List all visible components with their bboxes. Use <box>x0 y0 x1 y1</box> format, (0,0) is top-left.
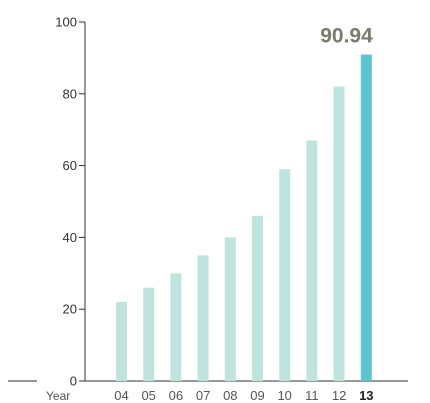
bars <box>116 54 372 382</box>
y-tick-label: 100 <box>55 15 77 30</box>
x-tick-label-09: 09 <box>250 388 264 403</box>
x-tick-label-12: 12 <box>332 388 346 403</box>
x-tick-label-08: 08 <box>223 388 237 403</box>
y-tick-label: 20 <box>63 302 77 317</box>
bar-08 <box>224 237 236 381</box>
bar-12 <box>333 86 345 382</box>
x-tick-label-13: 13 <box>359 388 373 403</box>
x-tick-label-11: 11 <box>305 388 319 403</box>
y-tick-label: 80 <box>63 86 77 101</box>
x-tick-label-06: 06 <box>169 388 183 403</box>
x-tick-label-10: 10 <box>277 388 291 403</box>
bar-05 <box>143 287 155 381</box>
bar-09 <box>252 215 263 381</box>
bar-10 <box>279 169 291 381</box>
x-tick-label-04: 04 <box>114 388 128 403</box>
bar-13 <box>360 54 372 382</box>
x-tick-label-07: 07 <box>196 388 210 403</box>
y-tick-label: 60 <box>63 158 77 173</box>
bar-11 <box>306 140 318 381</box>
x-tick-label-05: 05 <box>141 388 155 403</box>
x-axis-label: Year <box>46 389 70 403</box>
y-tick-label: 40 <box>63 230 77 245</box>
bar-06 <box>170 273 182 381</box>
y-axis: 0 20 40 60 80 100 <box>55 15 86 389</box>
y-tick-label: 0 <box>70 374 77 389</box>
bar-04 <box>116 302 127 381</box>
bar-07 <box>197 255 209 381</box>
x-tick-labels: 04 05 06 07 08 09 10 11 12 13 <box>114 388 373 403</box>
highlight-value-label: 90.94 <box>320 25 373 48</box>
